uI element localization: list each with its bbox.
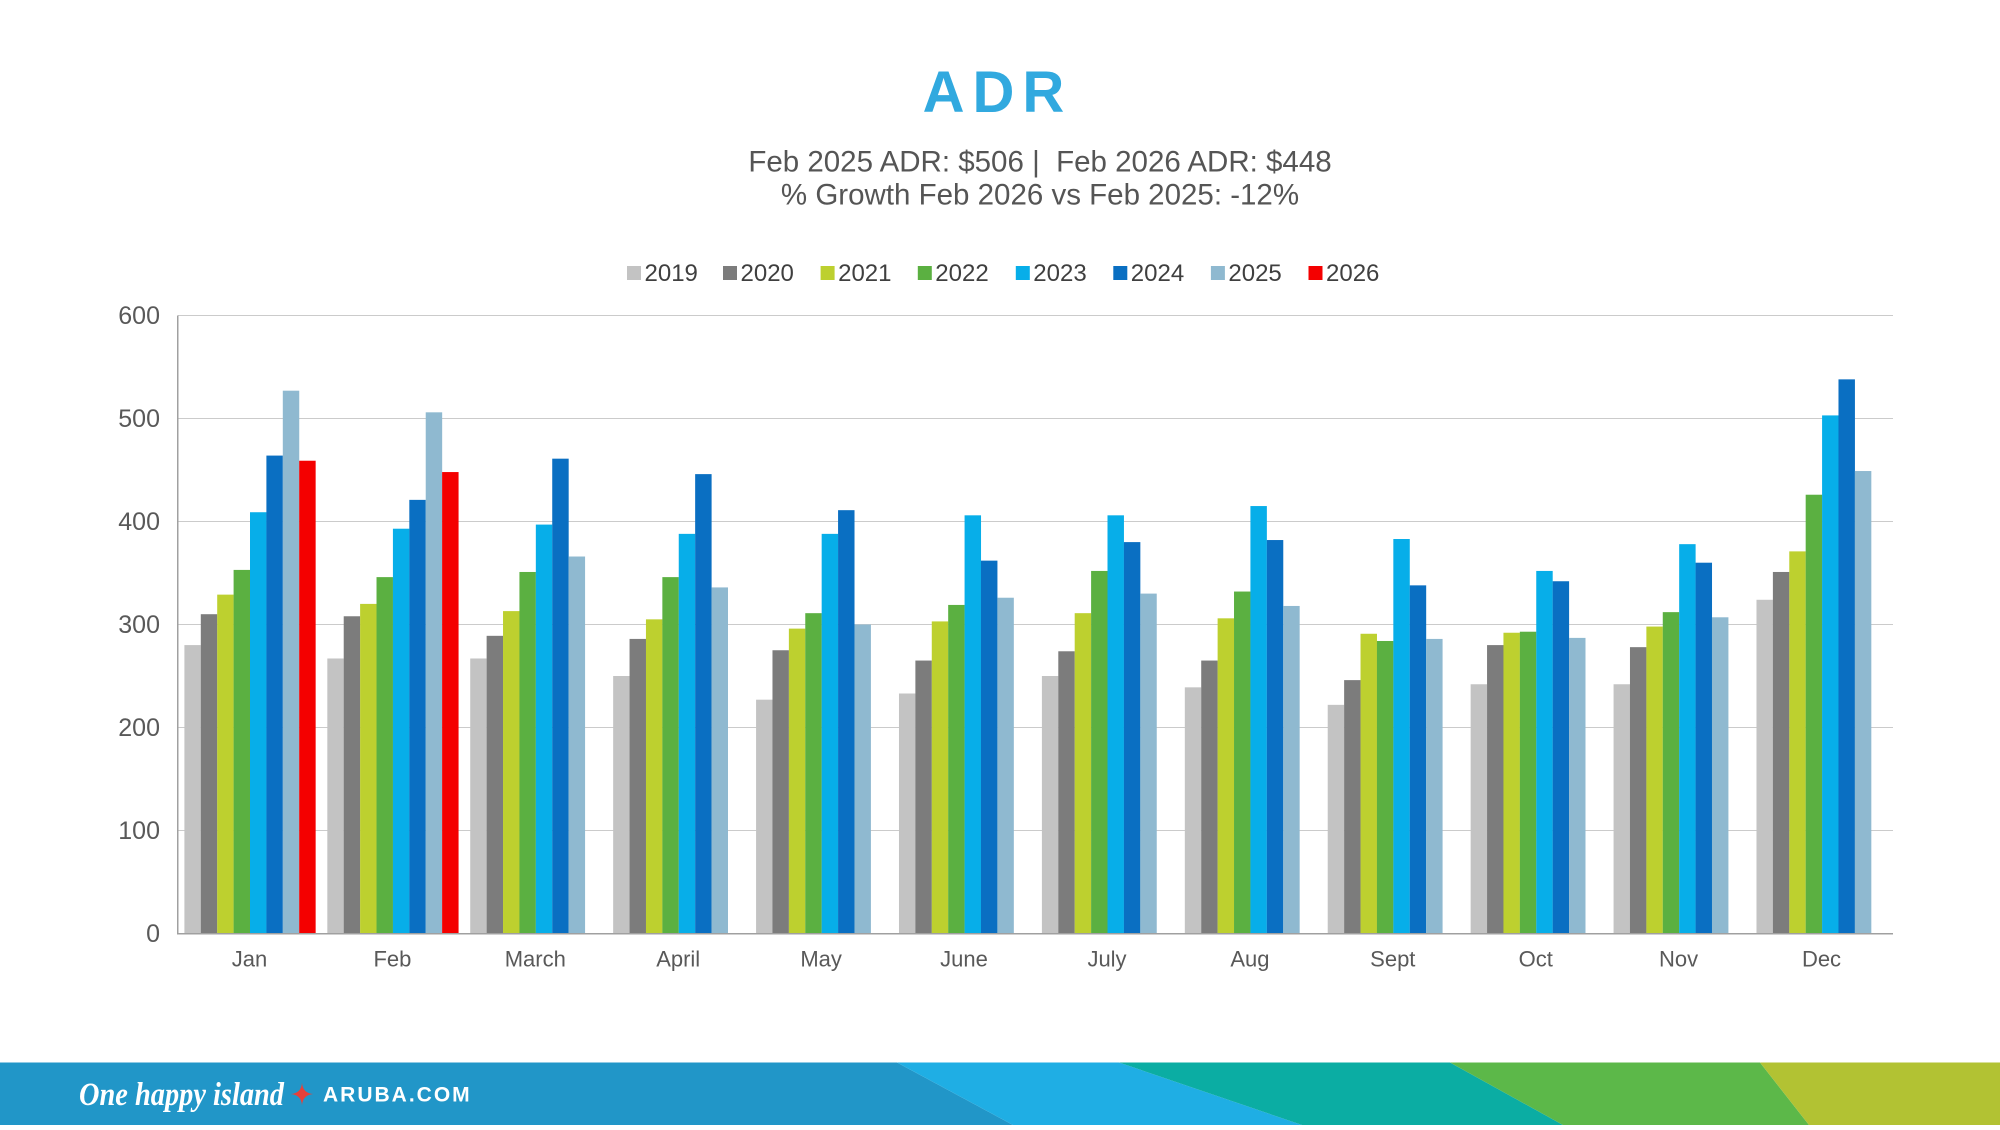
- svg-text:March: March: [505, 947, 566, 972]
- svg-text:Feb 2025 ADR: $506 | Feb 2026: Feb 2025 ADR: $506 | Feb 2026 ADR: $448: [748, 146, 1331, 179]
- svg-text:One happy island: One happy island: [79, 1077, 284, 1113]
- svg-text:Sept: Sept: [1370, 947, 1415, 972]
- svg-text:0: 0: [146, 920, 160, 948]
- svg-text:May: May: [800, 947, 842, 972]
- svg-text:Nov: Nov: [1659, 947, 1698, 972]
- svg-text:% Growth Feb 2026 vs Feb 2025:: % Growth Feb 2026 vs Feb 2025: -12%: [781, 179, 1299, 212]
- svg-text:Oct: Oct: [1519, 947, 1553, 972]
- svg-text:ARUBA.COM: ARUBA.COM: [323, 1084, 472, 1107]
- svg-text:2019: 2019: [645, 260, 698, 287]
- svg-text:2023: 2023: [1033, 260, 1086, 287]
- svg-text:2025: 2025: [1228, 260, 1281, 287]
- svg-text:400: 400: [118, 508, 160, 536]
- svg-text:500: 500: [118, 405, 160, 433]
- svg-text:Dec: Dec: [1802, 947, 1841, 972]
- svg-text:2024: 2024: [1131, 260, 1184, 287]
- svg-text:June: June: [940, 947, 988, 972]
- svg-text:July: July: [1087, 947, 1126, 972]
- svg-text:2021: 2021: [838, 260, 891, 287]
- svg-text:300: 300: [118, 611, 160, 639]
- svg-text:2020: 2020: [741, 260, 794, 287]
- svg-text:April: April: [656, 947, 700, 972]
- svg-text:600: 600: [118, 302, 160, 330]
- svg-text:Aug: Aug: [1230, 947, 1269, 972]
- svg-text:Jan: Jan: [232, 947, 267, 972]
- svg-text:2026: 2026: [1326, 260, 1379, 287]
- svg-text:2022: 2022: [935, 260, 988, 287]
- svg-text:100: 100: [118, 817, 160, 845]
- svg-text:Feb: Feb: [373, 947, 411, 972]
- svg-text:ADR: ADR: [923, 60, 1073, 125]
- svg-text:200: 200: [118, 714, 160, 742]
